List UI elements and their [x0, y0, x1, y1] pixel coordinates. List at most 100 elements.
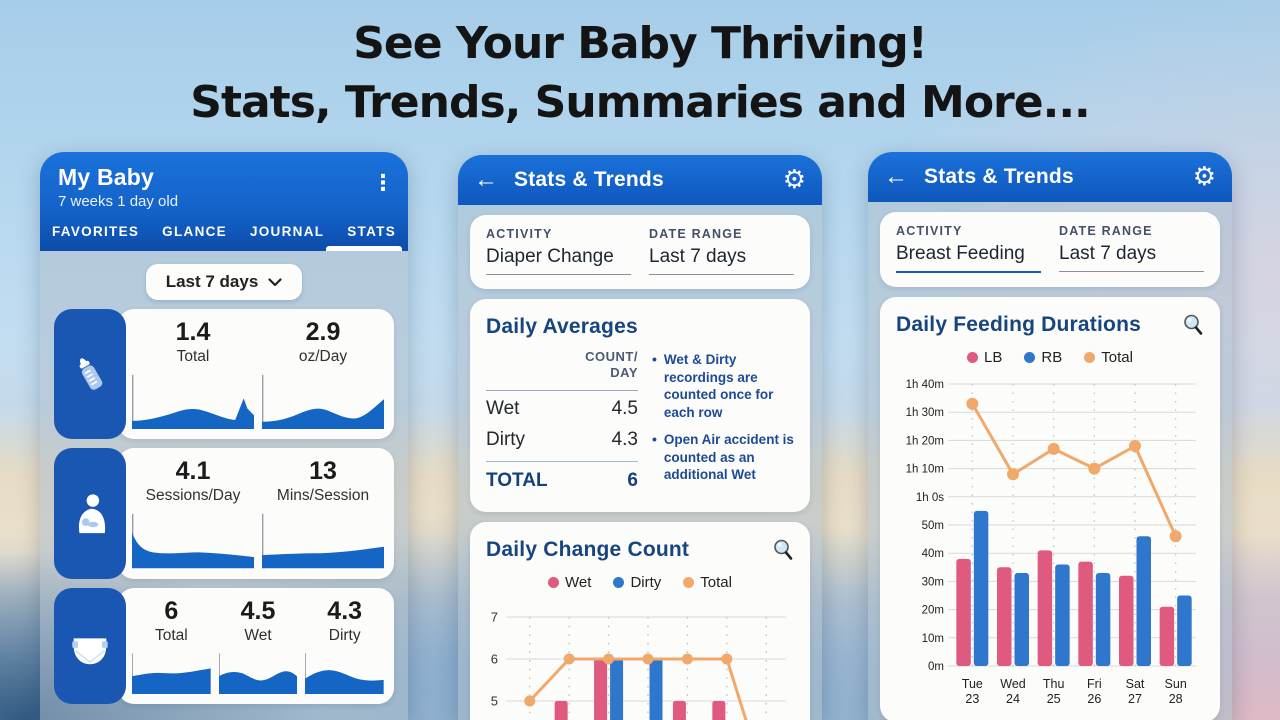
gear-icon[interactable]: ⚙: [1192, 162, 1216, 192]
activity-select[interactable]: Diaper Change: [486, 246, 631, 275]
stat-value: 4.5: [240, 596, 276, 625]
activity-select[interactable]: Breast Feeding: [896, 243, 1041, 273]
stat-label: Mins/Session: [276, 487, 370, 505]
daily-change-count-chart: 76543210: [470, 593, 810, 720]
stat-label: oz/Day: [298, 348, 348, 365]
kebab-menu-icon[interactable]: ⋮: [372, 170, 394, 195]
stat-label: Sessions/Day: [145, 487, 241, 505]
chart-legend: LB RB Total: [880, 343, 1220, 368]
tab-bar: FAVORITES GLANCE JOURNAL STATS: [40, 214, 408, 251]
date-range-select[interactable]: Last 7 days: [1059, 243, 1204, 272]
filter-card: ACTIVITY Breast Feeding DATE RANGE Last …: [880, 212, 1220, 287]
date-range-label: Last 7 days: [165, 272, 259, 291]
legend-item-rb: RB: [1024, 349, 1062, 366]
legend-item-lb: LB: [967, 349, 1002, 366]
headline-line1: See Your Baby Thriving!: [353, 18, 928, 69]
date-range-selector[interactable]: Last 7 days: [145, 264, 303, 300]
daily-averages-title: Daily Averages: [486, 315, 638, 338]
sparkline-chart: [218, 652, 298, 694]
stat-value: 2.9: [305, 318, 341, 346]
stat-value: 6: [164, 596, 179, 625]
headline: See Your Baby Thriving! Stats, Trends, S…: [0, 14, 1280, 133]
tab-favorites[interactable]: FAVORITES: [52, 224, 140, 239]
sparkline-chart: [305, 652, 385, 694]
baby-name-title: My Baby: [58, 164, 154, 190]
daily-feeding-durations-card: Daily Feeding Durations LB RB Total 1h 40m…: [880, 297, 1220, 720]
legend-item-total: Total: [1084, 349, 1133, 366]
diaper-icon: [54, 587, 126, 704]
column-header: COUNT/: [585, 349, 638, 364]
page-title: Stats & Trends: [924, 165, 1074, 188]
app-header: My Baby 7 weeks 1 day old ⋮ FAVORITES GL…: [40, 152, 408, 251]
baby-age-subtitle: 7 weeks 1 day old: [58, 193, 179, 210]
table-total-row: TOTAL 6: [486, 462, 638, 492]
row-value: 4.3: [611, 428, 638, 450]
phone-screen-my-baby: My Baby 7 weeks 1 day old ⋮ FAVORITES GL…: [40, 152, 408, 720]
back-arrow-icon[interactable]: ←: [474, 166, 498, 193]
phone-screen-diaper-stats: ← Stats & Trends ⚙ ACTIVITY Diaper Chang…: [458, 155, 822, 720]
row-label: Dirty: [486, 428, 526, 450]
legend-dot: [967, 352, 979, 363]
svg-text:1h 20m: 1h 20m: [906, 435, 944, 447]
total-value: 6: [627, 469, 638, 491]
chevron-down-icon: [268, 277, 282, 286]
sparkline-chart: [132, 373, 254, 430]
svg-text:1h 10m: 1h 10m: [906, 464, 944, 476]
phone-screen-feeding-stats: ← Stats & Trends ⚙ ACTIVITY Breast Feedi…: [868, 152, 1232, 720]
table-row: Dirty 4.3: [486, 422, 638, 453]
breastfeeding-icon: [54, 448, 126, 579]
tab-glance[interactable]: GLANCE: [162, 224, 227, 239]
sparkline-chart: [262, 512, 384, 569]
date-range-select[interactable]: Last 7 days: [649, 246, 794, 275]
svg-text:10m: 10m: [922, 633, 944, 645]
legend-item-wet: Wet: [548, 574, 591, 591]
page-title: Stats & Trends: [514, 168, 664, 191]
note-text: Open Air accident is counted as an addit…: [663, 432, 794, 483]
stat-label: Wet: [244, 626, 272, 644]
legend-item-total: Total: [683, 574, 732, 591]
stat-value: 4.1: [175, 457, 211, 486]
active-tab-indicator: [326, 246, 402, 251]
chart-title: Daily Change Count: [486, 537, 690, 561]
daily-averages-card: Daily Averages COUNT/ DAY Wet 4.5 Dirty …: [470, 299, 810, 512]
headline-line2: Stats, Trends, Summaries and More...: [190, 77, 1090, 129]
filter-card: ACTIVITY Diaper Change DATE RANGE Last 7…: [470, 215, 810, 289]
date-range-label: DATE RANGE: [1059, 224, 1153, 238]
magnifier-icon[interactable]: [1182, 313, 1204, 337]
table-row: Wet 4.5: [486, 391, 638, 422]
legend-dot: [683, 576, 695, 588]
stat-value: 4.3: [327, 596, 363, 625]
svg-text:5: 5: [491, 693, 498, 708]
svg-text:0m: 0m: [928, 661, 944, 673]
legend-item-dirty: Dirty: [613, 574, 661, 591]
daily-change-count-card: Daily Change Count Wet Dirty Total 7654321…: [470, 521, 810, 720]
gear-icon[interactable]: ⚙: [782, 165, 806, 195]
back-arrow-icon[interactable]: ←: [884, 163, 908, 190]
svg-text:1h 0s: 1h 0s: [916, 492, 944, 504]
note-item: • Open Air accident is counted as an add…: [652, 431, 794, 483]
stat-label: Total: [154, 626, 188, 644]
column-header: DAY: [610, 365, 638, 381]
chart-legend: Wet Dirty Total: [470, 568, 810, 593]
chart-title: Daily Feeding Durations: [896, 313, 1141, 336]
magnifier-icon[interactable]: [772, 538, 794, 562]
stat-value: 1.4: [175, 318, 211, 346]
svg-text:7: 7: [491, 609, 498, 624]
svg-text:50m: 50m: [922, 520, 944, 532]
averages-table: COUNT/ DAY Wet 4.5 Dirty 4.3 TOTAL 6: [486, 349, 638, 494]
svg-text:20m: 20m: [922, 605, 944, 617]
total-label: TOTAL: [486, 469, 548, 491]
app-header: ← Stats & Trends ⚙: [868, 152, 1232, 202]
notes-list: • Wet & Dirty recordings are counted onc…: [652, 349, 794, 494]
row-value: 4.5: [611, 397, 638, 419]
stat-card-diaper: 6 Total 4.5 Wet: [54, 587, 394, 704]
tab-journal[interactable]: JOURNAL: [249, 224, 325, 239]
activity-label: ACTIVITY: [486, 227, 553, 241]
stat-value: 13: [309, 457, 337, 486]
tab-stats[interactable]: STATS: [347, 224, 396, 239]
